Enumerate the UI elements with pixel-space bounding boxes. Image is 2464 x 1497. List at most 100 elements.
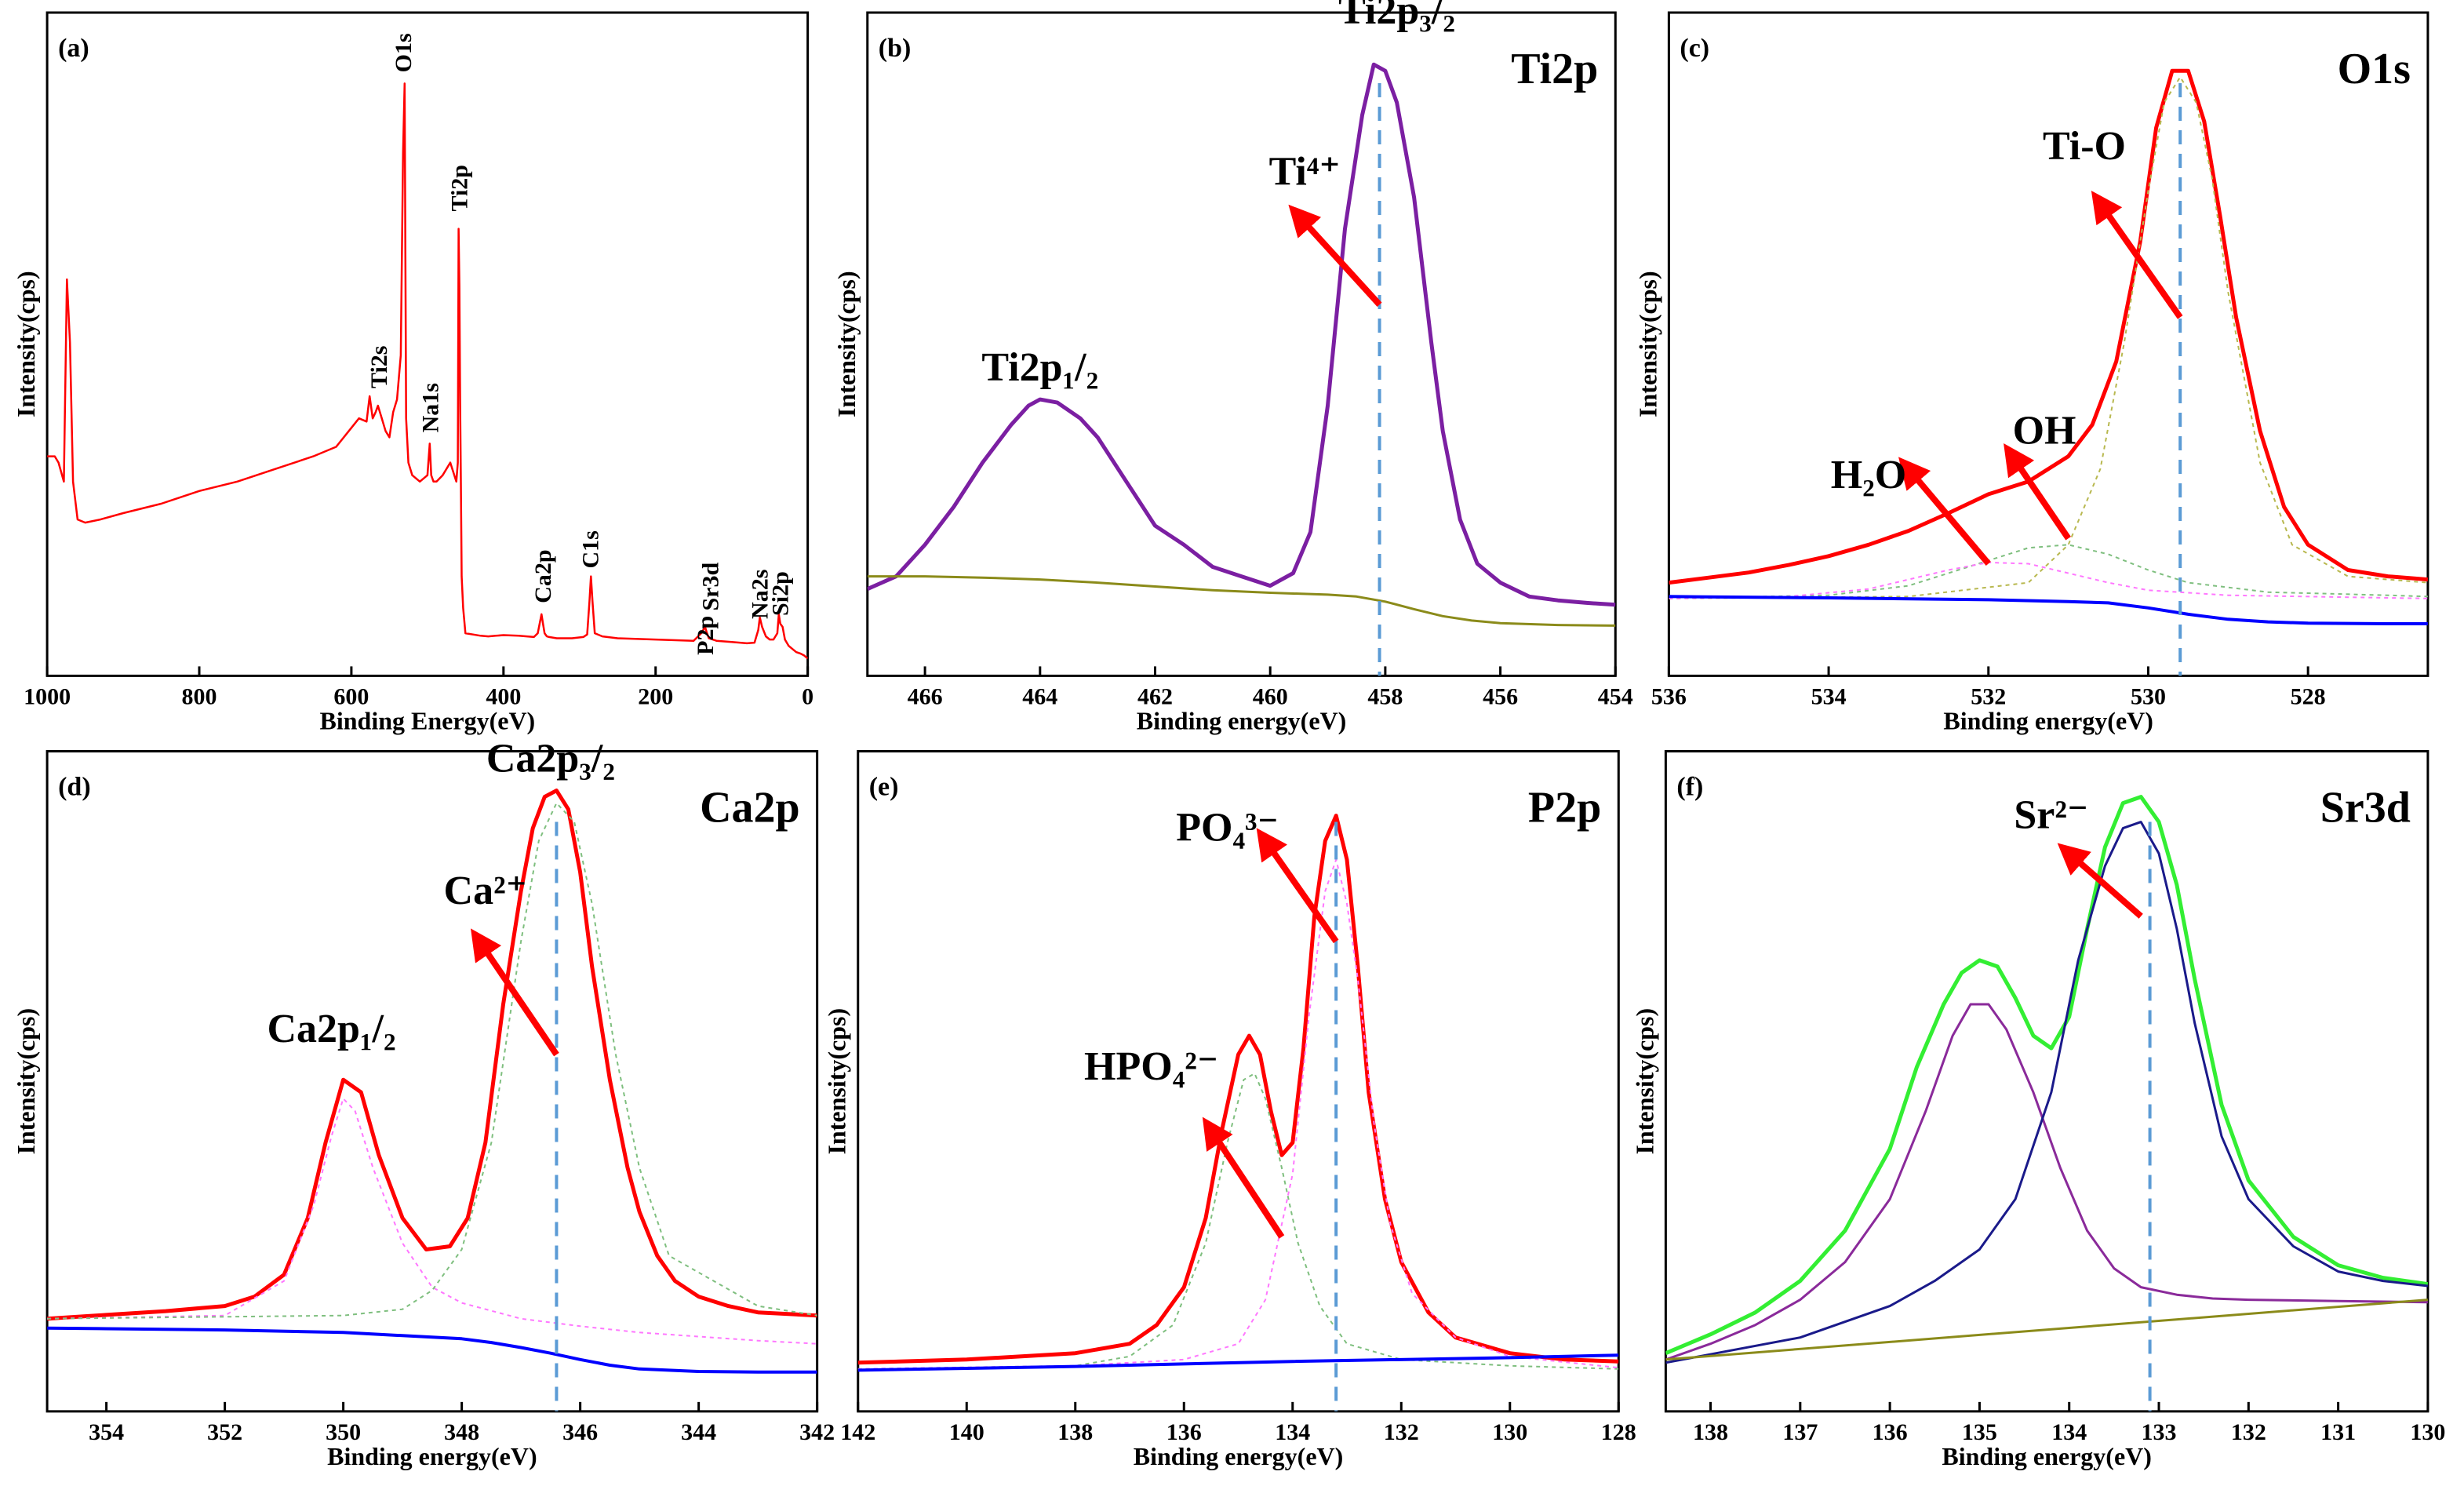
x-axis-label: Binding energy(eV) <box>1942 1442 2152 1470</box>
x-tick-label: 458 <box>1367 683 1403 709</box>
x-axis-label: Binding energy(eV) <box>1134 1442 1344 1470</box>
annotation-arrow <box>2091 191 2183 319</box>
series-line-envelope <box>857 814 1619 1365</box>
x-tick-label: 352 <box>207 1419 242 1445</box>
x-tick-label: 354 <box>89 1419 124 1445</box>
annotation-arrow <box>1288 204 1382 307</box>
peak-annotation: OH <box>2013 408 2076 453</box>
x-tick-label: 140 <box>949 1419 985 1445</box>
element-label: Ti2p <box>1511 45 1598 93</box>
x-tick-label: 0 <box>802 683 813 709</box>
x-axis-label: Binding energy(eV) <box>327 1442 537 1470</box>
x-tick-label: 138 <box>1693 1419 1728 1445</box>
series-line-ca2p3-2 <box>47 802 817 1320</box>
x-tick-label: 200 <box>638 683 673 709</box>
panel-b: 466 464 462 460 458 456 454 Binding energy(eV) I… <box>832 0 1633 734</box>
y-axis-label: Intensity(cps) <box>12 1008 40 1155</box>
peak-annotation: C1s <box>577 530 603 568</box>
series-line-sr3d3-2 <box>1665 1003 2428 1361</box>
x-tick-label: 1000 <box>24 683 71 709</box>
x-tick-label: 528 <box>2291 683 2326 709</box>
x-tick-label: 142 <box>840 1419 875 1445</box>
series-line-h2o <box>1669 561 2428 599</box>
data-layer <box>47 82 808 660</box>
panel-label: (f) <box>1676 773 1703 802</box>
peak-annotation: Na1s <box>418 383 444 432</box>
peak-annotation: Ca2p₃/₂ <box>486 737 615 781</box>
data-layer <box>857 814 1619 1411</box>
panel-f: 138 137 136 135 134 133 132 131 130 Binding energ… <box>1630 750 2445 1470</box>
panel-a: 1000 800 600 400 200 0 Binding Energy(eV) Inten… <box>12 11 813 734</box>
x-tick-label: 134 <box>1275 1419 1310 1445</box>
series-line-ti2p <box>867 62 1616 607</box>
peak-annotation: Ti-O <box>2043 124 2126 169</box>
plot-frame <box>866 11 1617 677</box>
peak-annotation: Ca2p <box>530 549 556 603</box>
y-axis-label: Intensity(cps) <box>1630 1008 1658 1155</box>
x-tick-label: 530 <box>2131 683 2166 709</box>
element-label: P2p <box>1528 784 1601 832</box>
series-line-hpo4 <box>857 1073 1619 1370</box>
plot-frame <box>1664 750 2429 1413</box>
annotation-arrow <box>2004 443 2071 541</box>
y-axis-label: Intensity(cps) <box>823 1008 851 1155</box>
series-line-envelope <box>1665 795 2428 1356</box>
peak-annotation: Sr3d <box>698 563 724 611</box>
x-tick-label: 534 <box>1811 683 1847 709</box>
peak-annotation: Ca2p₁/₂ <box>267 1007 395 1051</box>
panel-label: (d) <box>58 773 91 802</box>
peak-annotation: H₂O <box>1831 453 1906 497</box>
plot-frame <box>45 11 810 677</box>
x-tick-label: 130 <box>2410 1419 2445 1445</box>
plot-frame <box>857 750 1620 1413</box>
panel-e: 142 140 138 136 134 132 130 128 Binding energy(e… <box>823 750 1636 1470</box>
panel-label: (a) <box>58 34 89 63</box>
series-line-survey <box>47 82 808 660</box>
x-tick-label: 128 <box>1601 1419 1636 1445</box>
series-line-background <box>867 575 1616 627</box>
peak-annotation: Ti2p₁/₂ <box>981 345 1098 390</box>
x-tick-label: 456 <box>1483 683 1518 709</box>
x-tick-label: 133 <box>2142 1419 2177 1445</box>
data-layer <box>1669 68 2428 676</box>
peak-annotation: P2p <box>693 616 719 655</box>
peak-annotation: Na2s <box>748 570 773 619</box>
x-tick-label: 130 <box>1492 1419 1527 1445</box>
series-line-ca2p1-2 <box>47 1098 817 1345</box>
peak-annotation: PO₄³⁻ <box>1176 806 1279 850</box>
series-line-envelope <box>1669 68 2428 585</box>
series-line-po4 <box>857 858 1619 1370</box>
panel-label: (c) <box>1680 34 1709 63</box>
panel-c: 536 534 532 530 528 Binding energy(eV) Intensi… <box>1633 11 2429 734</box>
series-line-envelope <box>47 789 817 1321</box>
x-tick-label: 466 <box>908 683 943 709</box>
peak-annotation: O1s <box>391 33 417 72</box>
x-axis-label: Binding Energy(eV) <box>320 706 536 734</box>
element-label: Sr3d <box>2320 784 2411 832</box>
x-tick-label: 134 <box>2051 1419 2087 1445</box>
series-line-background <box>1665 1298 2428 1361</box>
annotation-arrow <box>1202 1116 1285 1239</box>
x-tick-label: 344 <box>681 1419 716 1445</box>
panel-label: (e) <box>869 773 899 802</box>
x-tick-label: 536 <box>1651 683 1687 709</box>
series-line-background <box>47 1326 817 1374</box>
peak-annotation: HPO₄²⁻ <box>1084 1044 1218 1089</box>
peak-annotation: Ca²⁺ <box>444 869 528 913</box>
x-tick-label: 131 <box>2320 1419 2356 1445</box>
x-tick-label: 135 <box>1962 1419 1997 1445</box>
element-label: O1s <box>2338 45 2411 93</box>
data-layer <box>47 789 817 1411</box>
peak-annotation: Ti⁴⁺ <box>1269 149 1341 194</box>
series-line-oh <box>1669 544 2428 599</box>
annotation-arrow <box>471 928 559 1057</box>
x-tick-label: 400 <box>486 683 521 709</box>
x-tick-label: 136 <box>1873 1419 1908 1445</box>
series-line-background <box>857 1353 1619 1372</box>
annotation-arrow <box>2057 843 2143 919</box>
x-tick-label: 800 <box>182 683 217 709</box>
annotation-arrow <box>1256 828 1339 944</box>
peak-annotation: Ti2s <box>366 346 392 388</box>
series-line-background <box>1669 595 2428 625</box>
x-tick-label: 348 <box>444 1419 479 1445</box>
